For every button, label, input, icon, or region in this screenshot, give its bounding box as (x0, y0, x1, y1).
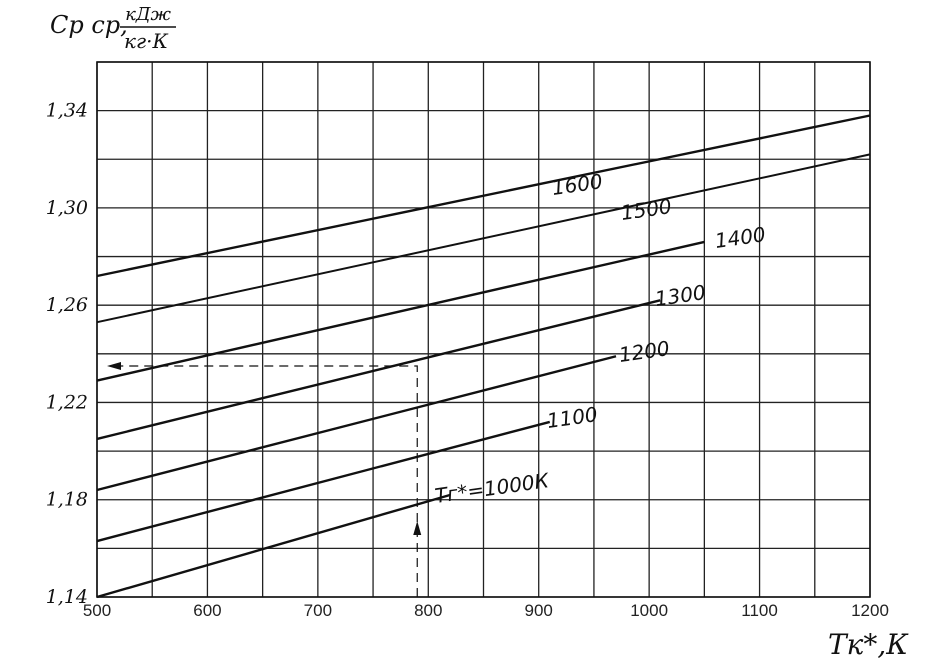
guide-arrow-left-icon (107, 361, 121, 370)
series-label-1200: 1200 (617, 336, 671, 367)
grid-lines (96, 61, 871, 598)
plot-frame (96, 61, 871, 598)
series-line-1100 (96, 420, 551, 543)
x-tick-label: 500 (83, 601, 111, 620)
x-tick-label: 1200 (851, 601, 889, 620)
x-axis-title: Tк*,К (828, 628, 909, 661)
series-line-1400 (96, 240, 705, 382)
x-tick-label: 800 (414, 601, 442, 620)
x-tick-label: 1000 (630, 601, 668, 620)
series-line-t1000 (96, 493, 451, 599)
y-axis-unit-numerator: кДж (125, 4, 171, 25)
guide-dashed-line (109, 365, 418, 597)
series-line-1600 (96, 114, 871, 278)
y-tick-label: 1,18 (46, 489, 88, 511)
series-label-1300: 1300 (653, 280, 707, 311)
x-tick-label: 1100 (741, 601, 778, 620)
y-axis-title: Cр ср, (50, 11, 128, 39)
y-tick-label: 1,30 (46, 197, 88, 219)
series-label-t1000: Tг*=1000К (433, 468, 551, 508)
guide-arrow-up-icon (413, 521, 422, 535)
series-group (96, 114, 871, 599)
x-tick-label: 600 (193, 601, 221, 620)
series-line-1300 (96, 299, 661, 441)
y-tick-label: 1,34 (46, 100, 88, 122)
y-axis-unit-denominator: кг·К (124, 29, 168, 53)
x-tick-label: 700 (304, 601, 332, 620)
x-tick-label: 900 (525, 601, 553, 620)
guide-lines (107, 361, 422, 597)
series-label-1100: 1100 (545, 402, 599, 433)
y-tick-labels: 1,14 1,18 1,22 1,26 1,30 1,34 (46, 100, 88, 608)
x-tick-labels: 500 600 700 800 900 1000 1100 1200 (83, 601, 889, 620)
series-line-1500 (96, 153, 871, 324)
y-tick-label: 1,22 (46, 391, 88, 413)
y-tick-label: 1,14 (46, 586, 88, 608)
series-label-1500: 1500 (619, 194, 673, 225)
series-label-1600: 1600 (550, 169, 604, 200)
series-line-1200 (96, 355, 617, 492)
y-tick-label: 1,26 (46, 294, 88, 316)
